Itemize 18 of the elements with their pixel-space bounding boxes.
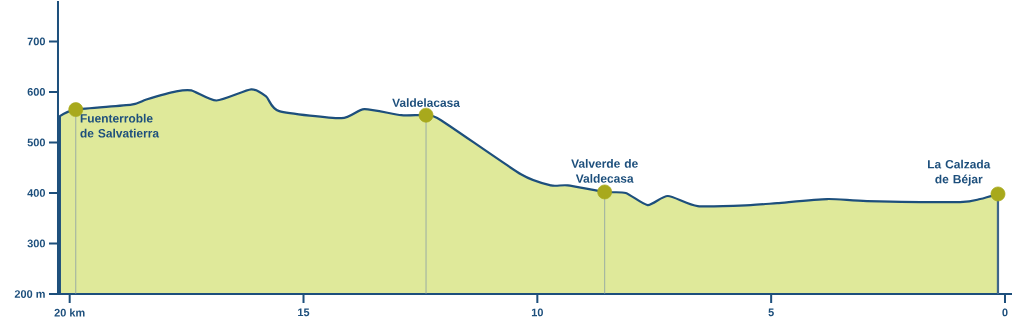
x-tick-label: 10: [531, 308, 543, 317]
y-tick-label: 400: [27, 189, 46, 197]
point: [418, 107, 434, 123]
y-tick-label: 700: [27, 37, 46, 46]
x-tick-label: 5: [768, 308, 774, 317]
x-tick-label: 15: [298, 308, 310, 317]
annotation: Valdelacasa: [392, 98, 460, 107]
y-tick-label: 500: [27, 138, 46, 147]
x-tick-label: 20 km: [54, 308, 85, 317]
x-tick-label: 0: [1002, 308, 1008, 317]
y-tick-label: 200 m: [14, 290, 45, 298]
point: [597, 184, 613, 200]
y-tick-label: 600: [27, 88, 46, 96]
annotation: La Calzada de Béjar: [928, 159, 991, 186]
y-tick-label: 300: [27, 239, 46, 248]
annotation: Fuenterroble de Salvatierra: [80, 113, 160, 138]
annotation: Valverde de Valdecasa: [571, 159, 638, 183]
point: [990, 186, 1006, 202]
